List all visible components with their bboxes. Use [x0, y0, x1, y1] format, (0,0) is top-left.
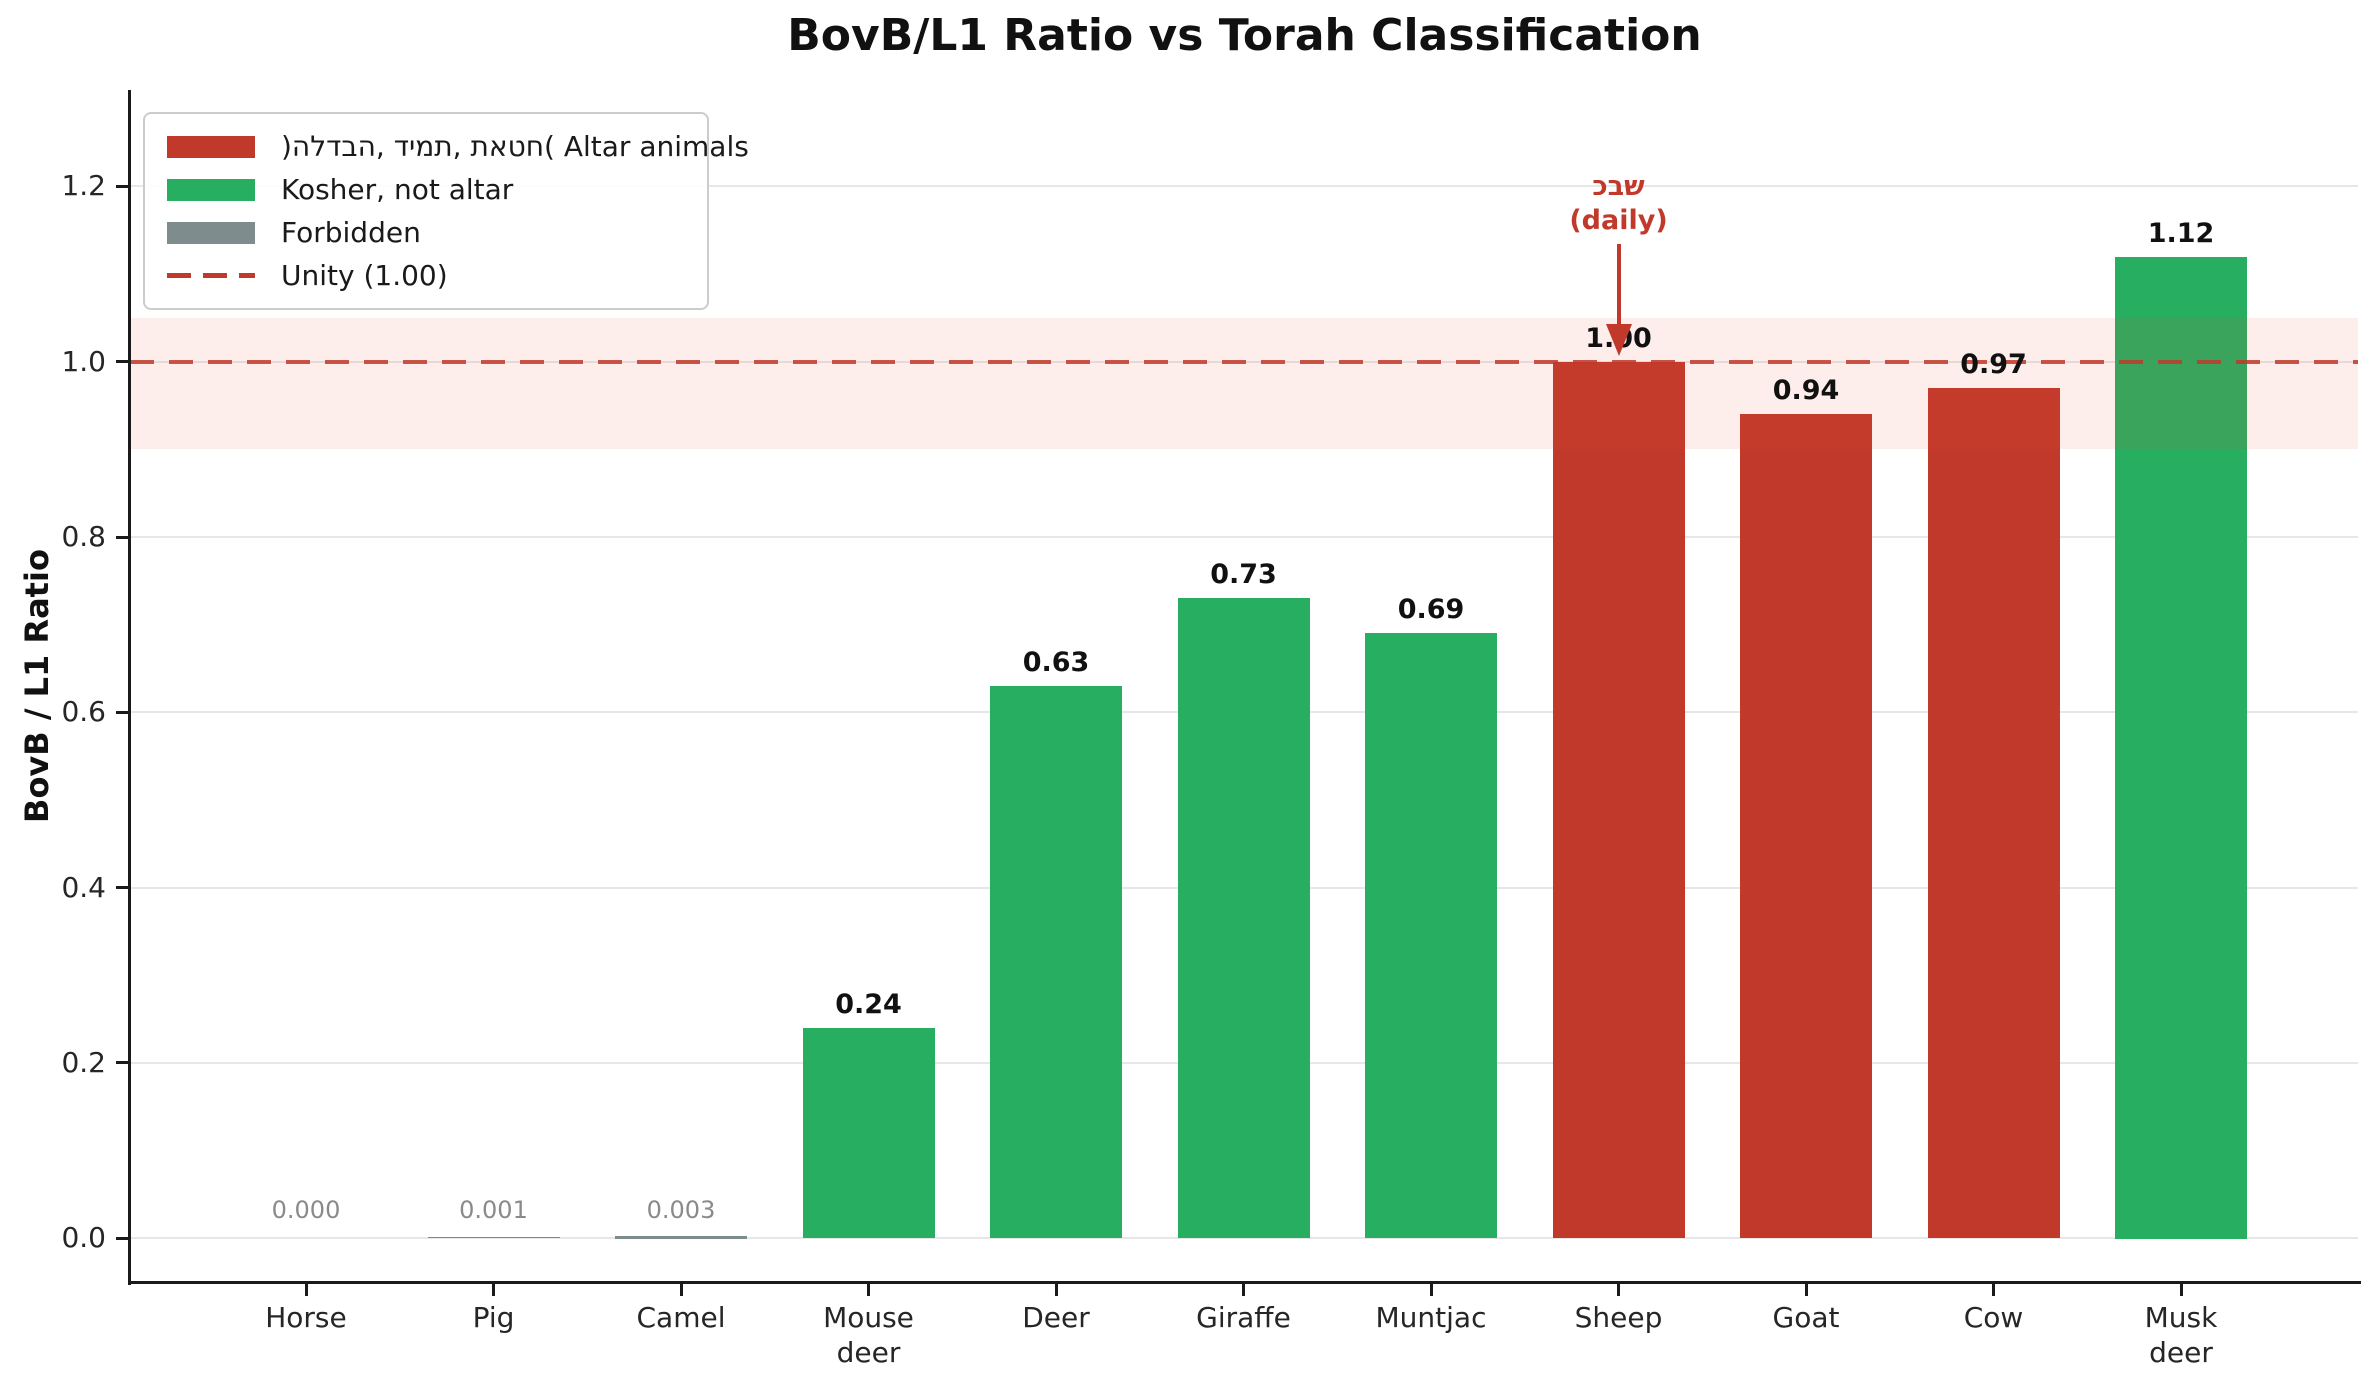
bar-mouse-deer — [802, 1027, 935, 1238]
y-tick-label: 0.0 — [61, 1221, 106, 1255]
legend-row: Kosher, not altar — [167, 173, 685, 206]
x-tick-label: Camel — [636, 1301, 726, 1334]
x-tick-mark — [679, 1282, 683, 1296]
x-tick-label: Cow — [1963, 1301, 2024, 1334]
y-tick-mark — [116, 886, 130, 890]
y-axis-spine — [128, 90, 131, 1285]
y-tick-label: 0.6 — [61, 695, 106, 729]
bar-value-label: 0.003 — [646, 1196, 716, 1225]
y-tick-mark — [116, 1061, 130, 1065]
legend-dashed-line-icon — [167, 273, 255, 278]
x-tick-mark — [1429, 1282, 1433, 1296]
legend-label: Forbidden — [281, 216, 421, 249]
legend-label: )הלדבה, דימת, תאטח( Altar animals — [281, 130, 749, 163]
y-tick-mark — [116, 184, 130, 188]
x-tick-label: Musk deer — [2144, 1301, 2218, 1369]
x-tick-label: Horse — [265, 1301, 347, 1334]
y-tick-label: 0.4 — [61, 870, 106, 904]
bar-value-label: 0.94 — [1772, 375, 1840, 407]
plot-area — [130, 90, 2358, 1282]
gridline — [130, 536, 2358, 538]
y-tick-mark — [116, 535, 130, 539]
bar-value-label: 0.24 — [835, 988, 902, 1020]
bar-value-label: 0.001 — [459, 1196, 528, 1225]
x-tick-mark — [1804, 1282, 1808, 1296]
x-tick-mark — [2179, 1282, 2183, 1296]
bar-value-label: 0.97 — [1960, 349, 2027, 380]
bar-cow — [1927, 388, 2060, 1238]
legend: )הלדבה, דימת, תאטח( Altar animals Kosher,… — [143, 112, 749, 310]
legend-swatch-icon — [167, 135, 255, 158]
x-tick-mark — [304, 1282, 308, 1296]
gridline — [130, 185, 2358, 188]
x-tick-label: Deer — [1022, 1301, 1090, 1334]
x-tick-mark — [1617, 1282, 1620, 1296]
bar-goat — [1740, 414, 1872, 1239]
y-tick-label: 0.8 — [61, 520, 106, 553]
bar-sheep — [1552, 361, 1685, 1238]
bar-value-label: 0.63 — [1022, 647, 1090, 678]
x-tick-label: Goat — [1772, 1301, 1840, 1334]
x-tick-mark — [492, 1282, 495, 1296]
y-tick-mark — [116, 1236, 130, 1240]
annotation-arrow-icon — [1605, 243, 1632, 356]
legend-swatch-icon — [167, 221, 255, 244]
annotation-sheep-daily: כבש (daily) — [1469, 170, 1769, 238]
x-tick-label: Pig — [472, 1301, 515, 1334]
y-tick-label: 0.2 — [61, 1045, 106, 1079]
x-tick-label: Giraffe — [1196, 1301, 1291, 1334]
y-tick-label: 1.0 — [61, 344, 106, 378]
legend-label: Unity (1.00) — [281, 259, 448, 292]
annotation-daily-line: (daily) — [1569, 204, 1668, 236]
legend-label: Kosher, not altar — [281, 173, 514, 206]
bar-musk-deer — [2115, 256, 2247, 1239]
unity-line — [130, 359, 2358, 364]
x-tick-mark — [867, 1282, 870, 1296]
x-tick-mark — [1992, 1282, 1995, 1296]
x-tick-label: Mouse deer — [823, 1301, 914, 1369]
bar-value-label: 0.73 — [1210, 559, 1277, 591]
y-tick-mark — [116, 710, 130, 714]
bar-value-label: 1.12 — [2147, 217, 2215, 249]
bar-camel — [615, 1235, 747, 1239]
bar-pig — [427, 1237, 560, 1239]
legend-row: Forbidden — [167, 216, 685, 249]
y-tick-label: 1.2 — [61, 169, 106, 203]
bar-value-label: 0.000 — [271, 1196, 341, 1225]
x-tick-mark — [1242, 1282, 1245, 1296]
bar-value-label: 0.69 — [1397, 594, 1465, 626]
target-band — [130, 317, 2358, 450]
bar-muntjac — [1365, 633, 1497, 1239]
legend-swatch-icon — [167, 178, 255, 201]
y-tick-mark — [116, 360, 130, 364]
chart-title: BovB/L1 Ratio vs Torah Classification — [787, 10, 1702, 61]
legend-row: )הלדבה, דימת, תאטח( Altar animals — [167, 130, 749, 163]
x-tick-label: Sheep — [1574, 1301, 1663, 1334]
legend-row: Unity (1.00) — [167, 259, 685, 292]
annotation-hebrew-line: כבש — [1592, 171, 1645, 202]
bar-deer — [990, 686, 1122, 1238]
bar-giraffe — [1177, 598, 1310, 1239]
x-tick-mark — [1054, 1282, 1058, 1296]
x-tick-label: Muntjac — [1375, 1301, 1487, 1334]
